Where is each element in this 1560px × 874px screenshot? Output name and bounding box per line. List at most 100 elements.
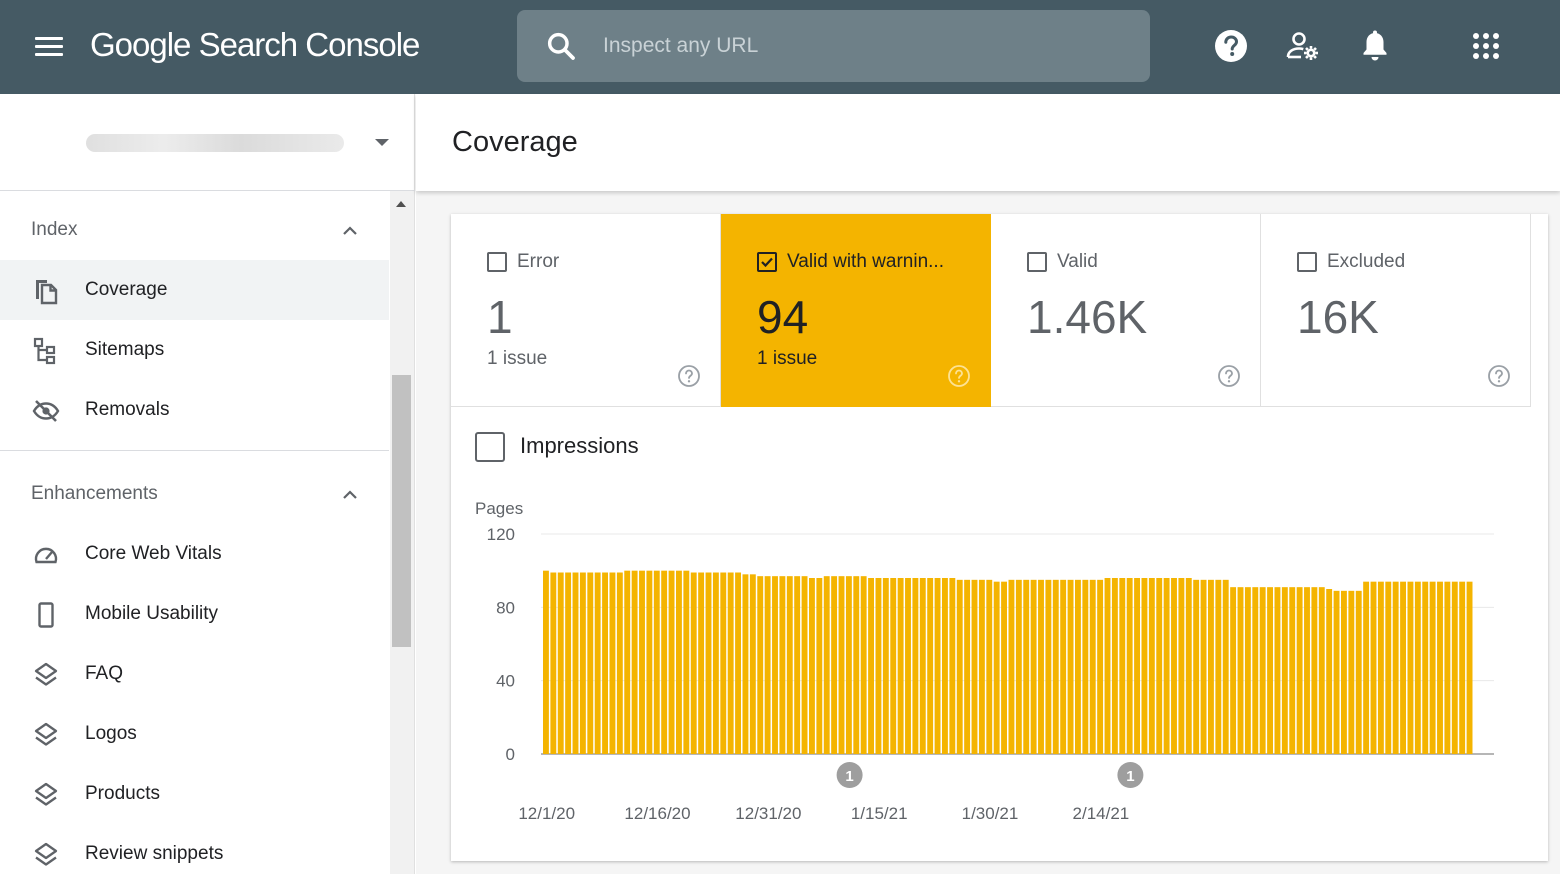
sidebar-item-coverage[interactable]: Coverage [0, 260, 389, 320]
layers-icon [34, 842, 58, 866]
sidebar-item-label: Core Web Vitals [85, 543, 222, 564]
bar [579, 572, 586, 754]
bar [764, 576, 771, 754]
error-checkbox[interactable] [487, 252, 507, 272]
bar [1466, 581, 1473, 754]
bar [705, 572, 712, 754]
bar [1208, 579, 1214, 754]
valid-with-warnings-checkbox[interactable] [757, 252, 777, 272]
bar [572, 572, 579, 754]
excluded-checkbox[interactable] [1297, 252, 1317, 272]
bar [993, 581, 1000, 754]
tile-valid[interactable]: Valid 1.46K [991, 214, 1261, 407]
bar [587, 572, 594, 754]
x-tick-label: 1/15/21 [851, 804, 908, 823]
help-outline-icon[interactable] [1217, 364, 1241, 388]
chevron-up-icon[interactable] [342, 224, 358, 236]
menu-icon[interactable] [30, 28, 68, 66]
help-outline-icon[interactable] [1487, 364, 1511, 388]
layers-icon [34, 782, 58, 806]
tile-valid-with-warnings[interactable]: Valid with warnin... 94 1 issue [721, 214, 991, 407]
help-outline-icon[interactable] [947, 364, 971, 388]
coverage-icon [36, 280, 58, 305]
bar [1156, 578, 1163, 754]
bar [1067, 579, 1074, 754]
chevron-down-icon[interactable] [375, 139, 389, 146]
sidebar-item-mobile-usability[interactable]: Mobile Usability [0, 584, 389, 644]
bar [1097, 579, 1104, 754]
y-tick-label: 40 [496, 672, 515, 691]
tile-error[interactable]: Error 1 1 issue [451, 214, 721, 407]
bar [1407, 581, 1414, 754]
bar [1119, 578, 1126, 754]
bar [1134, 578, 1140, 754]
help-icon[interactable] [1211, 26, 1251, 66]
section-index[interactable]: Index [0, 200, 389, 260]
section-title: Enhancements [31, 483, 158, 504]
bar [735, 572, 741, 754]
bar [742, 574, 749, 754]
bar [624, 570, 631, 754]
apps-icon[interactable] [1466, 26, 1506, 66]
bar [890, 578, 897, 754]
bar [801, 576, 808, 754]
bar [712, 572, 719, 754]
sidebar-item-removals[interactable]: Removals [0, 380, 389, 440]
scrollbar-thumb[interactable] [392, 375, 411, 647]
tile-excluded[interactable]: Excluded 16K [1261, 214, 1531, 407]
bar [1104, 578, 1111, 754]
top-app-bar: Google Search Console [0, 0, 1560, 94]
tile-label: Valid with warnin... [787, 251, 944, 272]
speed-gauge-icon [34, 547, 58, 564]
tile-issue-count: 1 issue [757, 348, 818, 369]
sidebar-item-label: Mobile Usability [85, 603, 219, 624]
bar [1392, 581, 1399, 754]
bar [978, 579, 985, 754]
removals-icon [32, 400, 60, 422]
sidebar-scrollbar[interactable] [390, 191, 414, 874]
scroll-up-arrow-icon[interactable] [396, 201, 406, 207]
sidebar-item-label: FAQ [85, 663, 124, 684]
sidebar-item-core-web-vitals[interactable]: Core Web Vitals [0, 524, 389, 584]
x-tick-label: 12/1/20 [518, 804, 575, 823]
tile-value: 16K [1297, 291, 1379, 343]
sidebar-item-label: Sitemaps [85, 339, 165, 360]
section-enhancements[interactable]: Enhancements [0, 464, 389, 524]
notifications-icon[interactable] [1355, 26, 1395, 66]
bar [565, 572, 572, 754]
bar [653, 570, 660, 754]
sidebar-item-label: Logos [85, 723, 137, 744]
search-icon[interactable] [545, 30, 577, 62]
sidebar-item-label: Removals [85, 399, 170, 420]
valid-checkbox[interactable] [1027, 252, 1047, 272]
sidebar-item-logos[interactable]: Logos [0, 704, 389, 764]
bar [1015, 579, 1022, 754]
property-selector[interactable] [0, 94, 415, 191]
sidebar-item-faq[interactable]: FAQ [0, 644, 389, 704]
help-outline-icon[interactable] [677, 364, 701, 388]
bar [1451, 581, 1458, 754]
bar [602, 572, 608, 754]
sidebar-item-products[interactable]: Products [0, 764, 389, 824]
bar [661, 570, 668, 754]
app-logo[interactable]: Google Search Console [90, 26, 420, 63]
layers-icon [34, 662, 58, 686]
sidebar-item-sitemaps[interactable]: Sitemaps [0, 320, 389, 380]
bar [853, 576, 860, 754]
bar [875, 578, 882, 754]
bar [1030, 579, 1037, 754]
bar [897, 578, 904, 754]
annotation-label: 1 [1126, 768, 1134, 785]
bar [1355, 590, 1362, 754]
sidebar-item-review-snippets[interactable]: Review snippets [0, 824, 389, 874]
manage-users-icon[interactable] [1283, 26, 1323, 66]
search-input[interactable] [603, 28, 1123, 64]
impressions-label: Impressions [520, 433, 639, 458]
bar [1289, 587, 1296, 754]
impressions-checkbox[interactable] [475, 432, 505, 462]
bar [594, 572, 601, 754]
bar [1075, 579, 1081, 754]
bar [1370, 581, 1377, 754]
coverage-card: Error 1 1 issue Valid with warnin... 94 … [451, 214, 1548, 861]
chevron-up-icon[interactable] [342, 488, 358, 500]
